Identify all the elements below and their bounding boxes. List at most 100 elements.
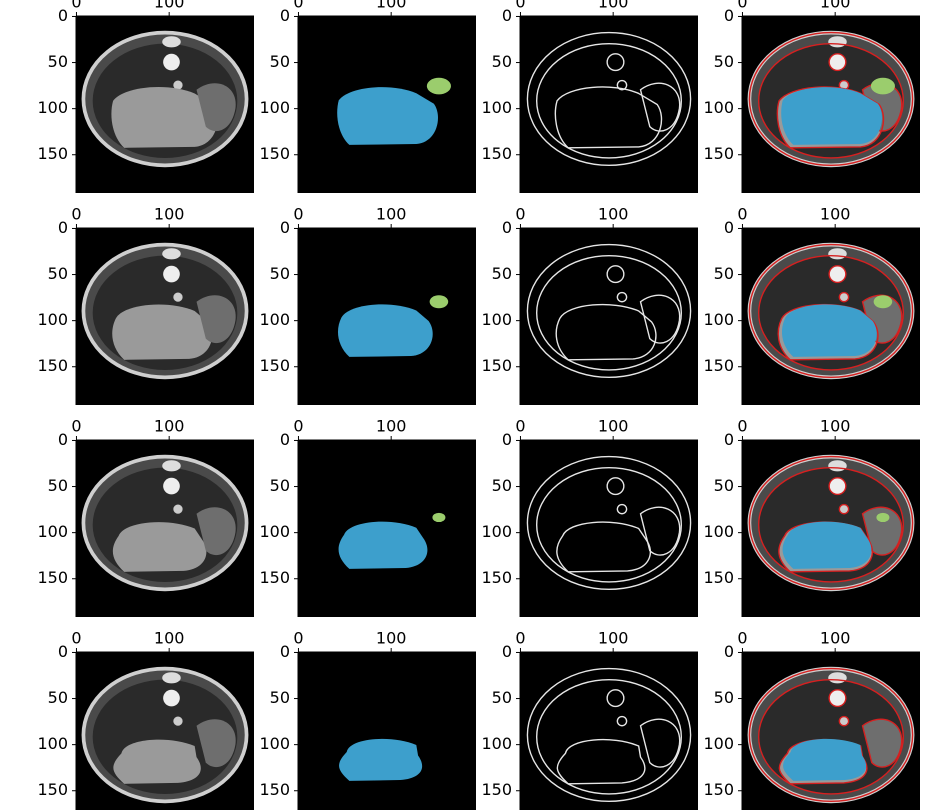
y-tick-label: 150 <box>703 780 734 799</box>
x-tick-label: 0 <box>293 417 303 436</box>
aorta <box>173 716 183 726</box>
y-tick-label: 50 <box>714 688 734 707</box>
edge <box>616 291 628 303</box>
y-tick-label: 50 <box>714 476 734 495</box>
edge <box>838 715 850 727</box>
labels: 0 100 0 50 100 150 0 100 0 50 100 150 0 100 0 50 100 150 0… <box>37 0 850 799</box>
edge <box>639 506 681 556</box>
organ-mask <box>873 295 893 309</box>
liver-mask <box>339 738 423 781</box>
x-tick-label: 0 <box>71 0 81 12</box>
edge <box>555 303 657 361</box>
y-tick-label: 0 <box>724 6 734 25</box>
y-tick-label: 0 <box>502 218 512 237</box>
aorta <box>173 504 183 514</box>
image-panel <box>298 16 476 193</box>
aorta <box>839 716 849 726</box>
x-tick-label: 100 <box>154 0 185 12</box>
stomach <box>196 83 236 132</box>
edge <box>757 678 905 795</box>
y-tick-label: 150 <box>481 780 512 799</box>
sternum <box>162 248 181 260</box>
edge <box>535 678 683 795</box>
x-tick-label: 100 <box>820 629 851 648</box>
spine <box>163 477 180 495</box>
edge <box>861 718 903 768</box>
x-tick-label: 100 <box>376 205 407 224</box>
edge <box>526 667 692 803</box>
image-panel <box>520 652 698 810</box>
edge <box>776 86 885 149</box>
organ-mask <box>876 512 890 523</box>
image-panel <box>298 440 476 617</box>
image-panel <box>520 440 698 617</box>
spine <box>829 265 846 283</box>
y-tick-label: 100 <box>481 310 512 329</box>
y-tick-label: 150 <box>37 144 68 163</box>
y-tick-label: 50 <box>492 688 512 707</box>
aorta <box>839 292 849 302</box>
y-tick-label: 150 <box>481 356 512 375</box>
y-tick-label: 100 <box>703 734 734 753</box>
y-tick-label: 100 <box>481 522 512 541</box>
y-tick-label: 100 <box>703 310 734 329</box>
y-tick-label: 50 <box>492 52 512 71</box>
edge <box>777 303 879 361</box>
x-tick-label: 0 <box>293 205 303 224</box>
edge <box>535 254 683 371</box>
y-tick-label: 150 <box>259 356 290 375</box>
organ-mask <box>870 77 895 95</box>
y-tick-label: 0 <box>280 6 290 25</box>
image-background <box>298 652 476 810</box>
image-panel <box>742 16 920 193</box>
y-tick-label: 100 <box>37 734 68 753</box>
image-panel <box>76 16 254 193</box>
organ <box>113 739 201 784</box>
edge <box>757 42 905 159</box>
edge <box>828 53 847 72</box>
x-tick-label: 100 <box>598 0 629 12</box>
edge <box>757 466 905 583</box>
y-tick-label: 150 <box>37 780 68 799</box>
sternum <box>828 248 847 260</box>
x-tick-label: 0 <box>293 0 303 12</box>
y-tick-label: 50 <box>270 476 290 495</box>
image-panel <box>520 16 698 193</box>
y-tick-label: 100 <box>481 734 512 753</box>
sternum <box>828 672 847 684</box>
y-tick-label: 150 <box>37 568 68 587</box>
image-panel <box>76 652 254 810</box>
edge <box>606 477 625 496</box>
x-tick-label: 100 <box>154 205 185 224</box>
x-tick-label: 100 <box>820 417 851 436</box>
image-panel <box>76 228 254 405</box>
y-tick-label: 150 <box>259 780 290 799</box>
edge <box>828 265 847 284</box>
y-tick-label: 0 <box>280 430 290 449</box>
y-tick-label: 50 <box>270 688 290 707</box>
stomach <box>196 719 236 768</box>
liver-mask <box>781 87 882 145</box>
edge <box>838 291 850 303</box>
y-tick-label: 100 <box>259 310 290 329</box>
edge <box>556 521 651 573</box>
image-panel <box>742 228 920 405</box>
edge <box>639 718 681 768</box>
organ <box>112 304 212 360</box>
edge <box>639 294 681 344</box>
edge <box>757 254 905 371</box>
liver-mask <box>783 738 867 781</box>
y-tick-label: 0 <box>58 642 68 661</box>
y-tick-label: 150 <box>703 568 734 587</box>
y-tick-label: 0 <box>724 642 734 661</box>
edge <box>748 243 914 379</box>
x-tick-label: 0 <box>515 417 525 436</box>
image-background <box>520 440 698 617</box>
x-tick-label: 100 <box>820 0 851 12</box>
y-tick-label: 50 <box>714 52 734 71</box>
x-tick-label: 0 <box>515 0 525 12</box>
organ-mask <box>429 295 449 309</box>
y-tick-label: 50 <box>48 52 68 71</box>
aorta <box>839 504 849 514</box>
edge <box>828 689 847 708</box>
